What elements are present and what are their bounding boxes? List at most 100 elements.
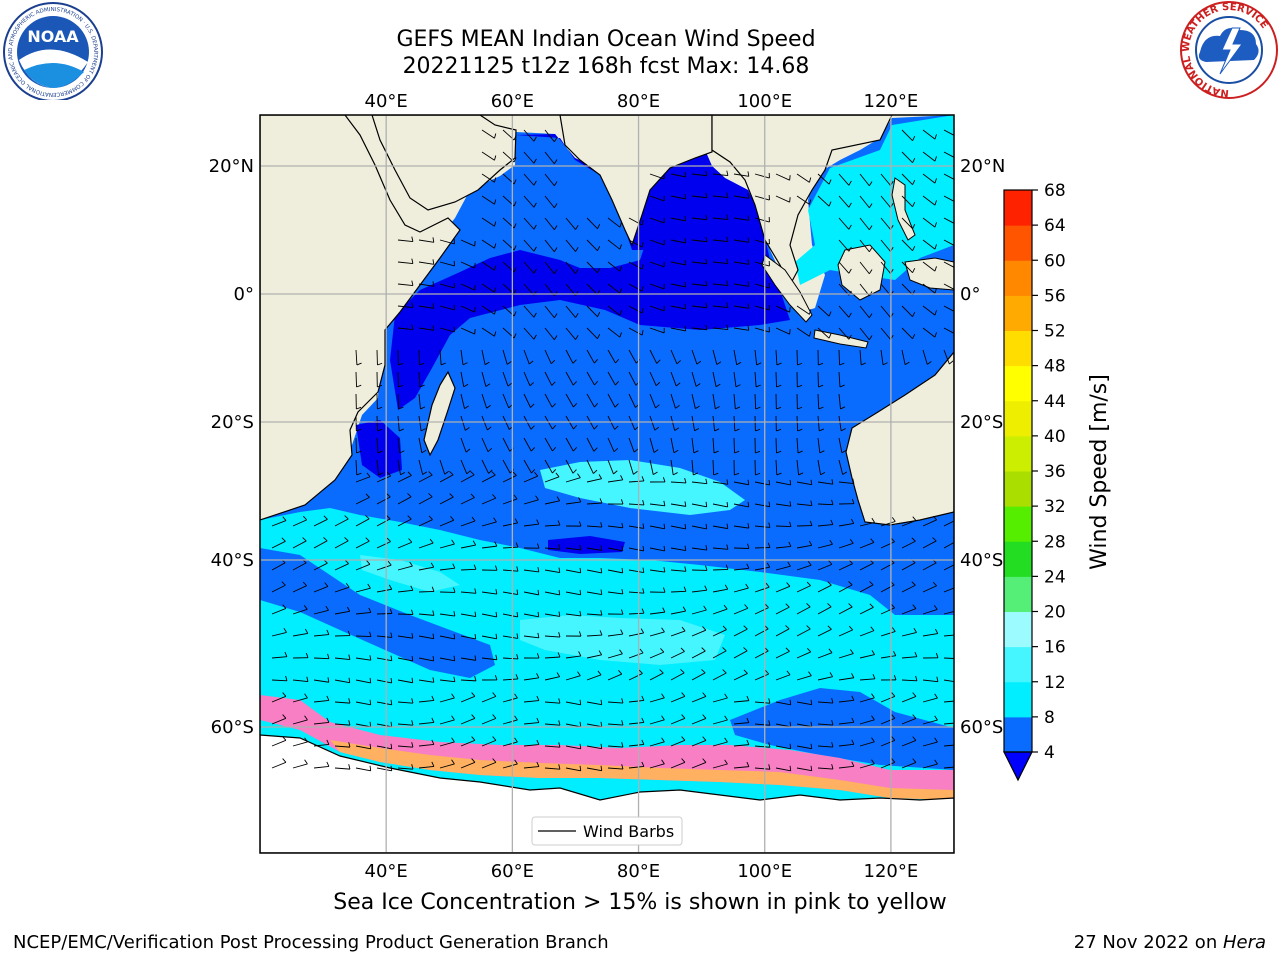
- wind-barb: [670, 325, 687, 332]
- colorbar-segment: [1004, 330, 1032, 367]
- wind-barb: [502, 349, 512, 365]
- wind-barb: [670, 758, 686, 769]
- wind-barb: [922, 515, 937, 527]
- wind-barb: [859, 737, 875, 747]
- australia: [845, 351, 954, 526]
- wind-barb: [628, 761, 645, 769]
- wind-barb: [460, 611, 477, 618]
- wind-barb: [775, 670, 791, 681]
- wind-barb: [481, 283, 497, 293]
- wind-barb: [586, 349, 599, 364]
- wind-barb: [607, 629, 624, 637]
- wind-barb: [607, 261, 622, 272]
- india-subcontinent: [559, 115, 713, 247]
- wind-barb: [838, 761, 855, 769]
- wind-barb: [628, 261, 644, 270]
- wind-barb: [670, 349, 681, 365]
- wind-barb: [397, 764, 414, 770]
- wind-barb: [334, 537, 349, 549]
- wind-barb: [670, 669, 685, 681]
- wind-barb: [544, 544, 561, 550]
- wind-barb: [649, 500, 666, 507]
- wind-barb: [334, 582, 350, 593]
- wind-barb: [649, 715, 665, 725]
- wind-barb: [691, 605, 707, 615]
- wind-barb: [733, 717, 750, 725]
- wind-barb: [796, 479, 813, 486]
- wind-barb: [376, 415, 383, 432]
- wind-barb: [754, 479, 771, 486]
- wind-barb: [397, 459, 406, 476]
- wind-barb: [523, 566, 540, 573]
- wind-barb: [418, 493, 433, 505]
- wind-barb: [901, 349, 910, 366]
- wind-barb: [481, 758, 497, 769]
- wind-barb: [544, 239, 558, 253]
- wind-barb: [859, 261, 873, 275]
- wind-barb: [712, 258, 729, 264]
- wind-barb: [586, 327, 601, 340]
- wind-barb: [418, 259, 435, 265]
- wind-barb: [544, 698, 561, 704]
- wind-barb: [796, 520, 813, 527]
- wind-barb: [796, 305, 812, 315]
- wind-barb: [691, 302, 708, 309]
- wind-barb: [712, 459, 719, 476]
- wind-barb: [607, 609, 624, 615]
- wind-barb: [355, 537, 370, 549]
- wind-barb: [901, 305, 916, 317]
- wind-barb: [838, 349, 845, 366]
- wind-barb: [544, 173, 558, 187]
- wind-barb: [775, 699, 792, 706]
- wind-barb: [754, 371, 761, 388]
- wind-barb: [649, 437, 659, 453]
- wind-barb: [523, 611, 540, 618]
- wind-barb: [292, 652, 309, 659]
- wind-barb: [271, 758, 287, 769]
- wind-barb: [439, 633, 456, 640]
- wind-barb: [481, 471, 496, 483]
- wind-barb: [628, 545, 645, 552]
- sumatra: [761, 254, 813, 323]
- wind-barb: [565, 765, 582, 772]
- wind-barb: [334, 742, 351, 748]
- wind-barb: [523, 349, 534, 365]
- wind-barb: [544, 393, 556, 408]
- wind-barb: [292, 581, 307, 593]
- wind-barb: [418, 437, 427, 454]
- sea-ice-high-concentration: [330, 740, 954, 800]
- strong-wind-patch: [540, 460, 745, 515]
- wind-barb: [355, 677, 372, 684]
- wind-barb: [523, 653, 540, 659]
- wind-barb: [712, 604, 728, 615]
- wind-barb: [712, 669, 727, 681]
- wind-barb: [775, 305, 791, 313]
- wind-barb: [796, 195, 812, 205]
- wind-barb: [355, 743, 372, 750]
- wind-barb: [838, 437, 847, 454]
- wind-barb: [544, 472, 560, 483]
- wind-barb: [649, 261, 665, 268]
- wind-barb: [355, 371, 362, 388]
- wind-barb: [649, 415, 660, 431]
- wind-barb: [859, 239, 873, 253]
- colorbar-tick-label: 60: [1044, 251, 1066, 271]
- wind-barb: [901, 217, 916, 229]
- wind-barb: [943, 239, 954, 246]
- wind-barb: [523, 673, 540, 681]
- wind-barb: [859, 603, 874, 615]
- wind-barb: [712, 302, 729, 308]
- map-frame: [259, 114, 955, 854]
- wind-barb: [334, 515, 349, 527]
- wind-barb: [880, 651, 897, 659]
- wind-barb: [775, 195, 791, 203]
- wind-barb: [607, 499, 624, 505]
- wind-barb: [418, 515, 433, 527]
- wind-barb: [460, 327, 476, 335]
- wind-barb: [586, 721, 603, 728]
- colorbar-tick-label: 40: [1044, 427, 1066, 447]
- wind-barb: [817, 648, 833, 659]
- colorbar-tick-label: 12: [1044, 673, 1066, 693]
- wind-barb: [691, 736, 707, 747]
- wind-barb: [691, 523, 708, 530]
